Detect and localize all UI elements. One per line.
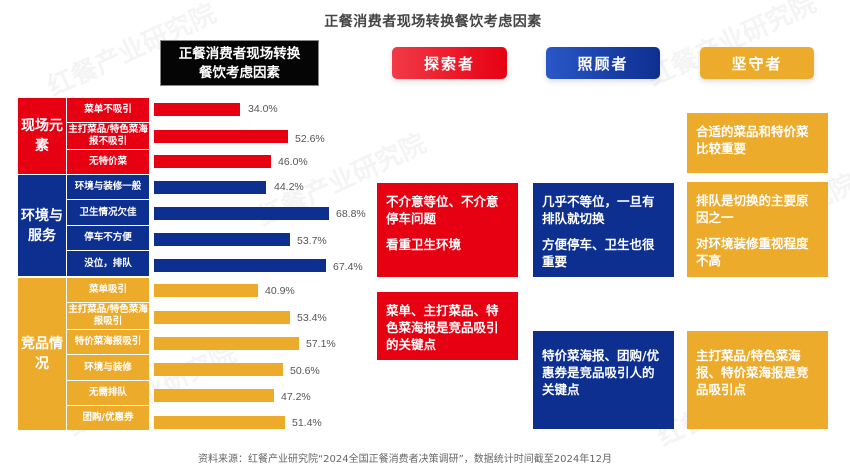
bar	[154, 389, 274, 402]
caregiver-note-environment: 几乎不等位，一旦有排队就切换 方便停车、卫生也很重要	[533, 183, 674, 277]
bar	[154, 181, 266, 194]
bar	[154, 155, 271, 168]
bar-value: 68.8%	[336, 208, 366, 220]
chart-title-line1: 正餐消费者现场转换	[178, 46, 301, 62]
group-onsite-elements: 现场元素 菜单不吸引 主打菜品/特色菜海报不吸引 无特价菜	[18, 98, 149, 174]
row-label: 特价菜海报吸引	[67, 330, 149, 354]
segment-explorer-header: 探索者	[392, 47, 507, 79]
note-text: 合适的菜品和特价菜比较重要	[696, 124, 809, 156]
bar-value: 53.7%	[297, 235, 327, 247]
bar-value: 67.4%	[333, 261, 363, 273]
group-label: 竞品情况	[18, 278, 66, 430]
group-label: 现场元素	[18, 98, 66, 174]
row-label: 无特价菜	[67, 150, 149, 174]
bar-value: 34.0%	[248, 103, 278, 115]
segment-caregiver-header: 照顾者	[546, 47, 660, 79]
group-label: 环境与服务	[18, 175, 66, 276]
note-text: 菜单、主打菜品、特色菜海报是竞品吸引的关键点	[386, 303, 499, 352]
row-label: 环境与装修	[67, 355, 149, 380]
bar	[154, 337, 299, 350]
bar	[154, 363, 283, 376]
note-text: 方便停车、卫生也很重要	[542, 237, 655, 269]
page-title: 正餐消费者现场转换餐饮考虑因素	[324, 14, 542, 30]
bar	[154, 233, 290, 246]
note-text: 看重卫生环境	[386, 237, 462, 252]
bar-value: 51.4%	[292, 417, 322, 429]
caregiver-note-competitors: 特价菜海报、团购/优惠券是竞品吸引人的关键点	[533, 331, 674, 429]
row-label: 无需排队	[67, 381, 149, 405]
note-text: 排队是切换的主要原因之一	[696, 193, 809, 225]
loyalist-note-competitors: 主打菜品/特色菜海报、特价菜海报是竞品吸引点	[687, 331, 828, 429]
bar	[154, 284, 258, 297]
bar-value: 44.2%	[274, 181, 304, 193]
row-label: 没位，排队	[67, 251, 149, 276]
loyalist-note-onsite: 合适的菜品和特价菜比较重要	[687, 113, 828, 173]
explorer-note-competitors: 菜单、主打菜品、特色菜海报是竞品吸引的关键点	[377, 292, 518, 360]
source-note: 资料来源：红餐产业研究院“2024全国正餐消费者决策调研”，数据统计时间截至20…	[198, 454, 612, 465]
bar	[154, 416, 285, 429]
bar-value: 57.1%	[306, 338, 336, 350]
bar	[154, 207, 329, 220]
note-text: 主打菜品/特色菜海报、特价菜海报是竞品吸引点	[696, 348, 809, 397]
group-environment-service: 环境与服务 环境与装修一般 卫生情况欠佳 停车不方便 没位，排队	[18, 175, 149, 276]
row-label: 菜单吸引	[67, 278, 149, 302]
row-label: 卫生情况欠佳	[67, 200, 149, 225]
note-text: 几乎不等位，一旦有排队就切换	[542, 194, 655, 226]
bar	[154, 130, 288, 143]
group-competitors: 竞品情况 菜单吸引 主打菜品/特色菜海报吸引 特价菜海报吸引 环境与装修 无需排…	[18, 278, 149, 430]
bar-value: 46.0%	[278, 156, 308, 168]
row-label: 停车不方便	[67, 226, 149, 250]
bar	[154, 311, 290, 324]
bar-value: 53.4%	[297, 312, 327, 324]
row-label: 环境与装修一般	[67, 175, 149, 199]
bar	[154, 103, 240, 116]
row-label: 主打菜品/特色菜海报吸引	[67, 303, 149, 329]
bar-value: 50.6%	[290, 365, 320, 377]
note-text: 对环境装修重视程度不高	[696, 236, 809, 268]
row-label: 主打菜品/特色菜海报不吸引	[67, 123, 149, 149]
chart-title-box: 正餐消费者现场转换 餐饮考虑因素	[160, 40, 319, 86]
explorer-note-environment: 不介意等位、不介意停车问题 看重卫生环境	[377, 183, 518, 277]
bar-value: 52.6%	[295, 133, 325, 145]
note-text: 不介意等位、不介意停车问题	[386, 194, 499, 226]
segment-loyalist-header: 坚守者	[700, 47, 814, 79]
row-label: 菜单不吸引	[67, 98, 149, 122]
bar-value: 47.2%	[281, 391, 311, 403]
chart-title-line2: 餐饮考虑因素	[199, 65, 280, 81]
bar	[154, 259, 326, 272]
note-text: 特价菜海报、团购/优惠券是竞品吸引人的关键点	[542, 348, 660, 397]
loyalist-note-environment: 排队是切换的主要原因之一 对环境装修重视程度不高	[687, 182, 828, 277]
bar-value: 40.9%	[265, 285, 295, 297]
row-label: 团购/优惠券	[67, 406, 149, 430]
